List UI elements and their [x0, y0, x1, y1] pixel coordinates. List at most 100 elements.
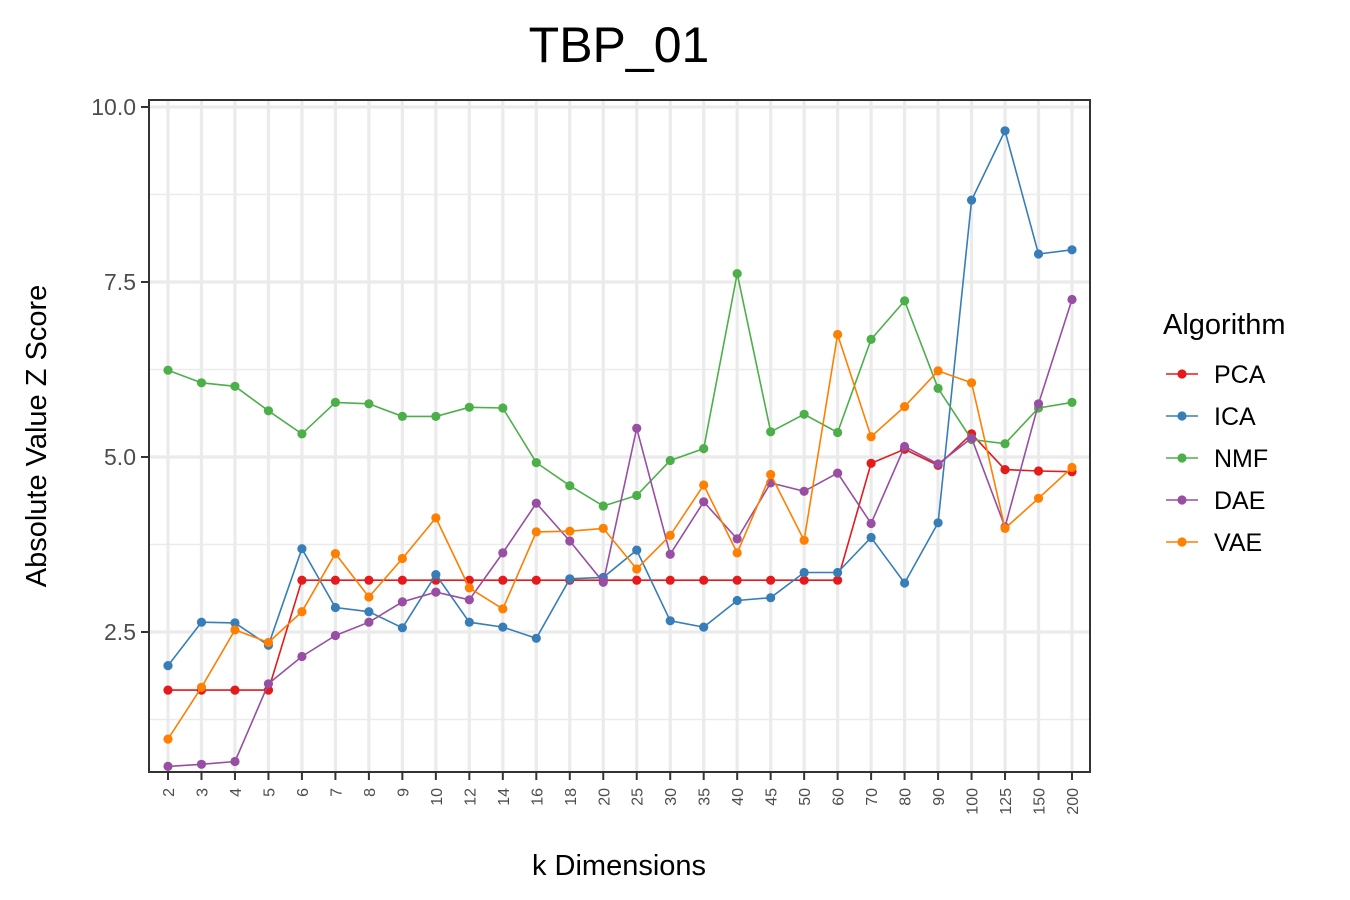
data-point — [498, 622, 508, 632]
x-tick-label: 6 — [295, 788, 312, 797]
x-axis-title: k Dimensions — [532, 850, 706, 882]
data-point — [565, 481, 575, 491]
series-vae — [163, 329, 1077, 744]
data-point — [297, 575, 307, 585]
data-point — [966, 433, 977, 443]
data-point — [297, 607, 307, 617]
data-point — [933, 383, 943, 393]
series-line-vae — [167, 334, 1073, 740]
x-tick-label: 80 — [898, 788, 915, 806]
data-point — [766, 593, 776, 603]
data-point — [196, 378, 207, 388]
data-point — [397, 411, 407, 421]
data-point — [833, 329, 843, 340]
legend-key-point — [1177, 411, 1187, 421]
data-point — [1033, 466, 1044, 476]
x-tick-label: 2 — [161, 788, 178, 797]
data-point — [431, 570, 441, 580]
data-point — [163, 685, 173, 695]
data-point — [297, 429, 307, 439]
x-tick-label: 18 — [563, 788, 580, 806]
y-tick-label: 10.0 — [91, 94, 136, 120]
data-point — [632, 423, 642, 433]
legend-item-dae: DAE — [1166, 487, 1265, 515]
data-point — [364, 607, 374, 617]
data-point — [833, 575, 843, 585]
data-point — [966, 378, 977, 388]
y-tick-label: 5.0 — [104, 444, 136, 470]
x-tick-label: 70 — [864, 788, 881, 806]
series-line-dae — [167, 299, 1073, 768]
data-point — [632, 564, 642, 574]
data-point — [498, 575, 508, 585]
series-layer — [163, 126, 1077, 772]
data-point — [866, 518, 876, 529]
data-point — [230, 685, 240, 695]
data-point — [699, 480, 709, 490]
x-tick-label: 20 — [596, 788, 613, 806]
x-tick-label: 150 — [1032, 788, 1049, 815]
data-point — [565, 536, 575, 546]
data-point — [498, 403, 508, 413]
data-point — [330, 549, 341, 559]
data-point — [732, 269, 742, 279]
data-point — [163, 761, 173, 772]
data-point — [330, 575, 341, 585]
data-point — [364, 617, 374, 627]
data-point — [799, 535, 809, 545]
data-point — [665, 530, 675, 541]
data-point — [665, 549, 675, 559]
data-point — [163, 365, 173, 375]
x-tick-label: 45 — [764, 788, 781, 806]
x-tick-label: 16 — [529, 788, 546, 806]
data-point — [732, 548, 742, 558]
data-point — [732, 575, 742, 585]
legend-item-ica: ICA — [1166, 403, 1256, 431]
x-axis: 2 3 4 5 6 7 8 9 10 12 14 16 18 20 25 30 35 40 45 50 60 70 80 90… — [161, 772, 1082, 815]
data-point — [230, 625, 240, 635]
data-point — [665, 455, 675, 466]
series-ica — [163, 126, 1077, 671]
data-point — [196, 759, 207, 769]
legend: Algorithm PCA ICA NMF DAE VAE — [1163, 309, 1286, 557]
legend-key-point — [1177, 537, 1187, 547]
data-point — [330, 602, 341, 613]
data-point — [732, 534, 742, 544]
x-tick-label: 12 — [462, 788, 479, 806]
data-point — [933, 366, 943, 376]
data-point — [699, 497, 709, 507]
x-tick-label: 30 — [663, 788, 680, 806]
data-point — [397, 575, 407, 585]
x-tick-label: 10 — [429, 788, 446, 806]
legend-label: NMF — [1214, 445, 1268, 473]
data-point — [263, 637, 274, 648]
data-point — [732, 595, 742, 606]
data-point — [699, 622, 709, 632]
series-line-ica — [167, 128, 1073, 667]
data-point — [933, 459, 943, 469]
data-point — [1000, 465, 1010, 475]
data-point — [699, 575, 709, 585]
data-point — [598, 523, 608, 534]
data-point — [799, 409, 809, 419]
data-point — [665, 575, 675, 585]
data-point — [1067, 245, 1077, 255]
data-point — [230, 756, 240, 767]
y-tick-label: 2.5 — [104, 619, 136, 645]
x-tick-label: 200 — [1065, 788, 1082, 815]
x-tick-label: 8 — [362, 788, 379, 797]
data-point — [464, 595, 474, 605]
data-point — [531, 575, 541, 585]
data-point — [531, 633, 541, 643]
x-tick-label: 14 — [496, 788, 513, 806]
data-point — [531, 458, 541, 468]
data-point — [866, 432, 876, 442]
legend-label: VAE — [1214, 529, 1262, 557]
data-point — [632, 545, 642, 555]
data-point — [766, 427, 776, 437]
data-point — [833, 468, 843, 478]
x-tick-label: 125 — [998, 788, 1015, 815]
data-point — [799, 486, 809, 496]
x-tick-label: 25 — [630, 788, 647, 806]
